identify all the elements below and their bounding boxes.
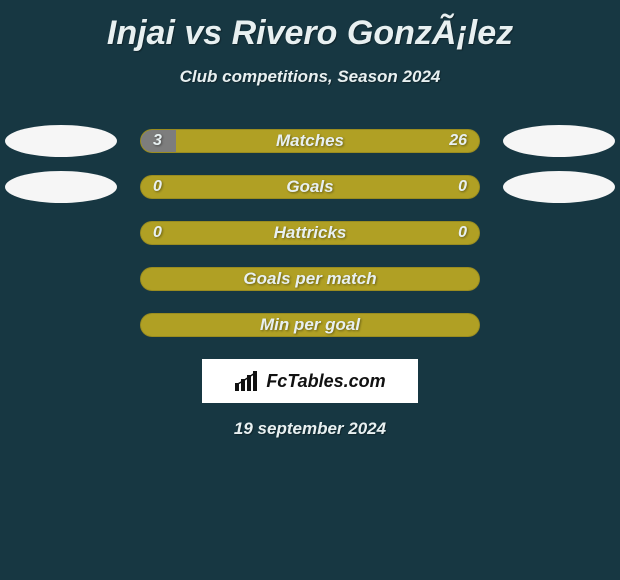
subtitle: Club competitions, Season 2024: [0, 67, 620, 87]
stat-row: Goals per match: [0, 267, 620, 291]
stat-label: Min per goal: [141, 314, 479, 336]
date-label: 19 september 2024: [0, 419, 620, 439]
stat-bar: 00Goals: [140, 175, 480, 199]
stat-label: Goals per match: [141, 268, 479, 290]
player-avatar-right: [503, 125, 615, 157]
stat-row: 326Matches: [0, 129, 620, 153]
player-avatar-right: [503, 171, 615, 203]
logo: FcTables.com: [234, 371, 385, 392]
page-title: Injai vs Rivero GonzÃ¡lez: [0, 0, 620, 53]
stat-bar: 00Hattricks: [140, 221, 480, 245]
stat-row: 00Goals: [0, 175, 620, 199]
stat-bar: Goals per match: [140, 267, 480, 291]
bar-chart-icon: [234, 371, 260, 391]
logo-box: FcTables.com: [202, 359, 418, 403]
stat-row: 00Hattricks: [0, 221, 620, 245]
stat-row: Min per goal: [0, 313, 620, 337]
stat-label: Goals: [141, 176, 479, 198]
player-avatar-left: [5, 125, 117, 157]
stat-bar: Min per goal: [140, 313, 480, 337]
stat-label: Hattricks: [141, 222, 479, 244]
stat-rows: 326Matches 00Goals 00Hattricks Goals per ma…: [0, 129, 620, 337]
logo-text: FcTables.com: [266, 371, 385, 392]
stat-label: Matches: [141, 130, 479, 152]
stat-bar: 326Matches: [140, 129, 480, 153]
player-avatar-left: [5, 171, 117, 203]
